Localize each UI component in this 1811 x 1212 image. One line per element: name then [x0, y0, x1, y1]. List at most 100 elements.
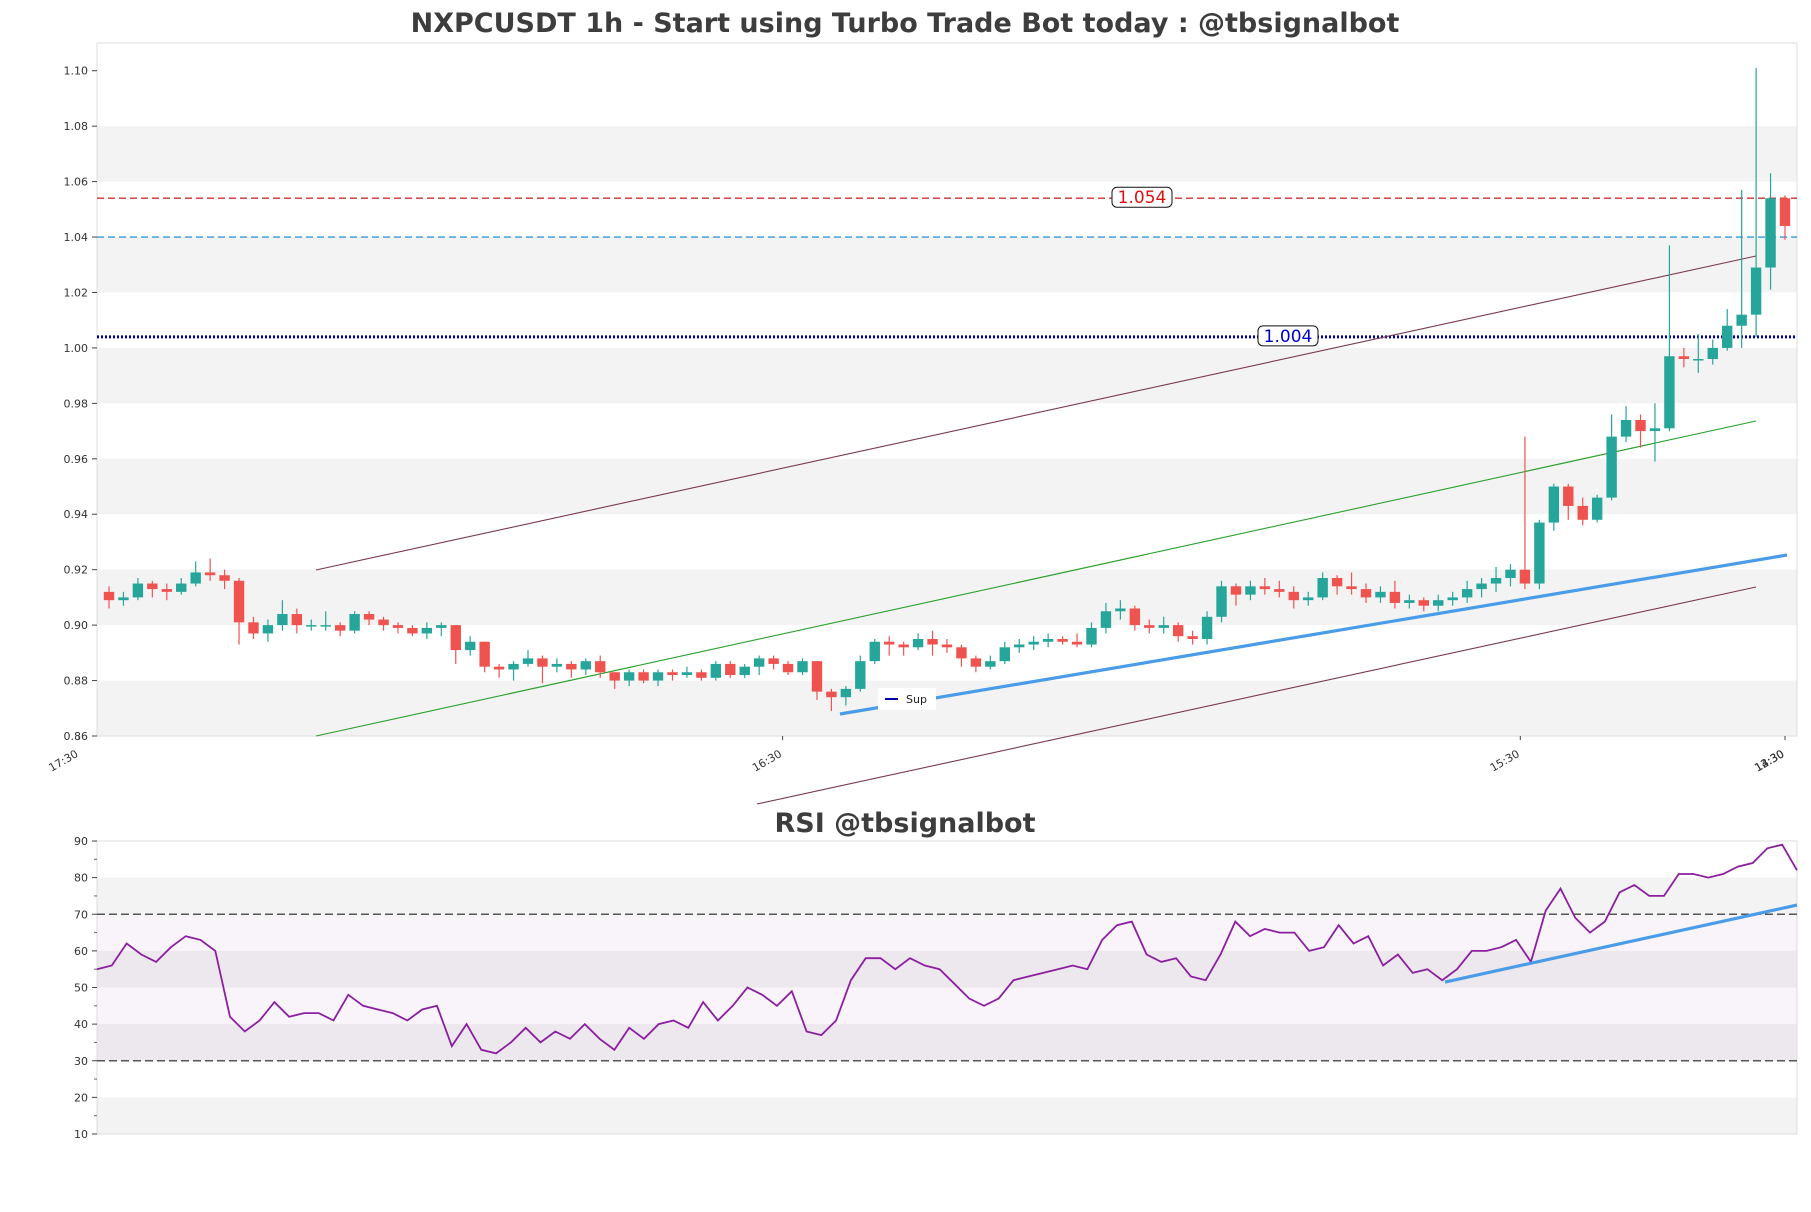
price-chart-title: NXPCUSDT 1h - Start using Turbo Trade Bo…	[411, 8, 1400, 39]
candle-down	[1418, 600, 1429, 606]
candle-up	[1014, 644, 1025, 648]
candle-up	[1447, 597, 1458, 601]
candle-down	[1129, 608, 1141, 626]
candle-up	[1750, 267, 1762, 315]
rsi-y-tick-label: 90	[74, 835, 88, 848]
candle-up	[623, 672, 635, 681]
candle-up	[1707, 347, 1718, 360]
candle-down	[1563, 486, 1574, 506]
channel-lower-line	[756, 586, 1757, 805]
candle-down	[566, 663, 577, 670]
candle-up	[1505, 569, 1516, 578]
candle-up	[1115, 608, 1126, 612]
candle-up	[190, 572, 201, 584]
candle-down	[1071, 641, 1083, 645]
candle-down	[1172, 625, 1184, 637]
candle-down	[1389, 591, 1401, 603]
rsi-y-tick-label: 50	[74, 982, 88, 995]
candle-down	[291, 614, 303, 626]
candle-down	[595, 661, 606, 673]
candle-up	[1534, 522, 1545, 584]
rsi-y-tick-label: 40	[74, 1018, 88, 1031]
price-y-tick-label: 1.08	[64, 120, 89, 133]
candle-up	[1664, 356, 1675, 429]
candle-up	[580, 661, 591, 670]
candle-down	[638, 672, 649, 681]
candle-down	[826, 691, 837, 698]
support-legend-label: Sup	[906, 693, 927, 706]
candle-up	[999, 647, 1010, 662]
candle-up	[1245, 586, 1256, 595]
candle-up	[1476, 583, 1487, 590]
candle-up	[436, 625, 447, 628]
candle-up	[551, 663, 563, 667]
candle-down	[1635, 419, 1646, 432]
candle-down	[1678, 356, 1690, 360]
candle-down	[811, 661, 823, 692]
candle-up	[1375, 591, 1386, 598]
candle-up	[349, 614, 360, 631]
candle-up	[1693, 359, 1704, 361]
candle-down	[1288, 591, 1299, 601]
candle-up	[1317, 577, 1328, 598]
rsi-y-tick-label: 70	[74, 908, 88, 921]
candle-up	[855, 661, 866, 689]
candle-up	[869, 641, 880, 662]
candle-down	[1274, 589, 1285, 592]
channel-upper-line	[315, 255, 1757, 571]
candle-up	[1028, 641, 1039, 645]
candle-down	[450, 625, 461, 651]
candle-down	[1346, 586, 1357, 590]
candle-down	[1259, 586, 1271, 590]
support-legend-box	[878, 688, 936, 710]
candle-down	[334, 625, 346, 631]
candle-up	[797, 661, 808, 673]
candle-up	[1736, 314, 1747, 326]
candle-up	[508, 663, 519, 670]
candle-down	[103, 591, 115, 601]
candle-up	[681, 672, 693, 676]
candle-down	[667, 672, 678, 676]
candle-up	[1490, 577, 1502, 584]
rsi-panel: 10 20 30 40 50 60 70 80 90	[74, 835, 1798, 1141]
price-y-tick-label: 0.86	[64, 730, 89, 743]
rsi-trendline	[1444, 903, 1798, 984]
price-y-tick-label: 0.96	[64, 453, 89, 466]
candle-down	[1360, 589, 1372, 598]
candle-up	[132, 583, 144, 598]
candle-up	[652, 672, 664, 681]
candle-up	[912, 638, 924, 648]
price-band	[97, 569, 1797, 626]
level-label-box	[1257, 325, 1319, 347]
candle-up	[1765, 198, 1776, 268]
support-trendline	[839, 553, 1788, 716]
candle-up	[1722, 325, 1733, 348]
level-label: 1.054	[1118, 188, 1167, 208]
rsi-band	[97, 1024, 1797, 1061]
candle-up	[1649, 428, 1661, 432]
rsi-band	[97, 877, 1797, 915]
candle-up	[1042, 638, 1054, 642]
price-y-tick-label: 1.04	[64, 231, 89, 244]
candle-up	[1433, 600, 1444, 606]
candle-down	[392, 625, 404, 628]
price-y-tick-label: 0.98	[64, 397, 89, 410]
candle-down	[1187, 636, 1198, 639]
rsi-band	[97, 950, 1797, 988]
rsi-band	[97, 1097, 1797, 1134]
candle-down	[219, 575, 230, 581]
candle-down	[1519, 569, 1531, 584]
candle-up	[1201, 616, 1213, 639]
channel-middle-line	[315, 420, 1757, 737]
candle-up	[176, 583, 187, 592]
price-y-tick-label: 0.94	[64, 508, 89, 521]
candle-down	[609, 672, 620, 681]
candle-down	[161, 589, 172, 592]
price-y-tick-label: 1.02	[64, 286, 89, 299]
candle-up	[1303, 597, 1314, 601]
candle-up	[1461, 589, 1473, 598]
price-band	[97, 126, 1797, 182]
candle-down	[725, 663, 736, 676]
candle-down	[1230, 586, 1242, 595]
